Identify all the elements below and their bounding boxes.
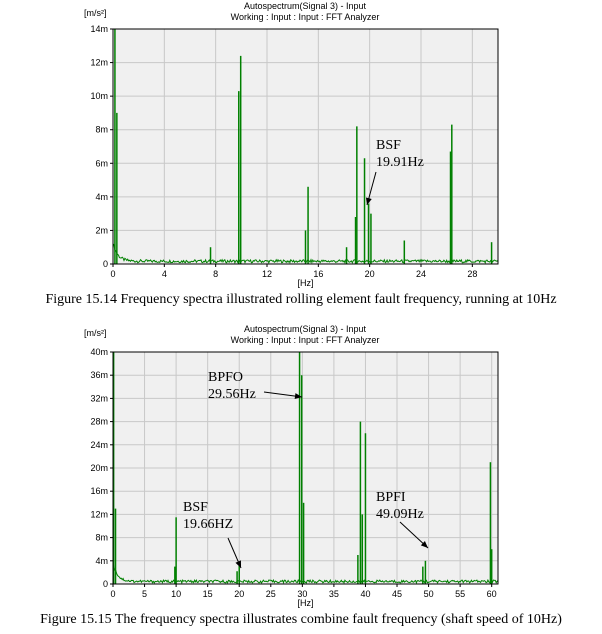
y-tick-label: 36m <box>90 370 108 380</box>
x-tick-label: 20 <box>234 589 244 599</box>
x-tick-label: 16 <box>313 269 323 279</box>
y-tick-label: 20m <box>90 463 108 473</box>
y-tick-label: 40m <box>90 347 108 357</box>
x-tick-label: 5 <box>142 589 147 599</box>
x-axis-label: [Hz] <box>297 598 313 608</box>
annotation-arrowhead <box>294 393 302 400</box>
chart-title: Autospectrum(Signal 3) - Input <box>244 1 367 11</box>
y-tick-label: 8m <box>95 125 108 135</box>
annotation-label: BPFI <box>376 490 406 505</box>
y-tick-label: 10m <box>90 91 108 101</box>
x-tick-label: 35 <box>329 589 339 599</box>
x-tick-label: 0 <box>110 269 115 279</box>
plot-frame <box>112 351 499 585</box>
figure-15-15-caption: Figure 15.15 The frequency spectra illus… <box>40 612 562 627</box>
x-tick-label: 40 <box>360 589 370 599</box>
chart-subtitle: Working : Input : Input : FFT Analyzer <box>231 12 380 22</box>
x-tick-label: 60 <box>487 589 497 599</box>
x-tick-label: 28 <box>467 269 477 279</box>
y-tick-label: 14m <box>90 24 108 34</box>
y-tick-label: 2m <box>95 225 108 235</box>
x-tick-label: 10 <box>171 589 181 599</box>
annotation-label: 49.09Hz <box>376 507 424 522</box>
plot-frame <box>112 28 499 265</box>
y-tick-label: 0 <box>103 579 108 589</box>
annotation-arrowhead <box>235 560 241 568</box>
annotation-arrowhead <box>365 197 372 205</box>
chart-title: Autospectrum(Signal 3) - Input <box>244 324 367 334</box>
x-tick-label: 0 <box>110 589 115 599</box>
annotation-label: BSF <box>183 500 208 515</box>
x-tick-label: 25 <box>266 589 276 599</box>
x-tick-label: 20 <box>365 269 375 279</box>
y-tick-label: 32m <box>90 393 108 403</box>
annotation-label: BSF <box>376 138 401 153</box>
x-tick-label: 4 <box>162 269 167 279</box>
annotation-label: 29.56Hz <box>208 387 256 402</box>
plot-area <box>113 29 498 264</box>
annotation-label: BPFO <box>208 370 243 385</box>
y-tick-label: 16m <box>90 486 108 496</box>
x-tick-label: 55 <box>455 589 465 599</box>
y-axis-label: [m/s²] <box>84 8 107 18</box>
x-tick-label: 30 <box>297 589 307 599</box>
x-tick-label: 8 <box>213 269 218 279</box>
y-tick-label: 4m <box>95 556 108 566</box>
series-noise-floor <box>112 561 499 585</box>
chart-subtitle: Working : Input : Input : FFT Analyzer <box>231 335 380 345</box>
y-tick-label: 6m <box>95 158 108 168</box>
y-tick-label: 4m <box>95 192 108 202</box>
y-axis-label: [m/s²] <box>84 328 107 338</box>
x-axis-label: [Hz] <box>297 278 313 288</box>
x-tick-label: 12 <box>262 269 272 279</box>
x-tick-label: 15 <box>203 589 213 599</box>
y-tick-label: 12m <box>90 509 108 519</box>
y-tick-label: 24m <box>90 440 108 450</box>
y-tick-label: 12m <box>90 58 108 68</box>
annotation-label: 19.66HZ <box>183 517 233 532</box>
figure-15-14-caption: Figure 15.14 Frequency spectra illustrat… <box>45 292 557 307</box>
x-tick-label: 50 <box>424 589 434 599</box>
annotation-arrowhead <box>420 541 428 548</box>
annotation-label: 19.91Hz <box>376 155 424 170</box>
y-tick-label: 8m <box>95 533 108 543</box>
y-tick-label: 28m <box>90 417 108 427</box>
y-tick-label: 0 <box>103 259 108 269</box>
x-tick-label: 45 <box>392 589 402 599</box>
x-tick-label: 24 <box>416 269 426 279</box>
